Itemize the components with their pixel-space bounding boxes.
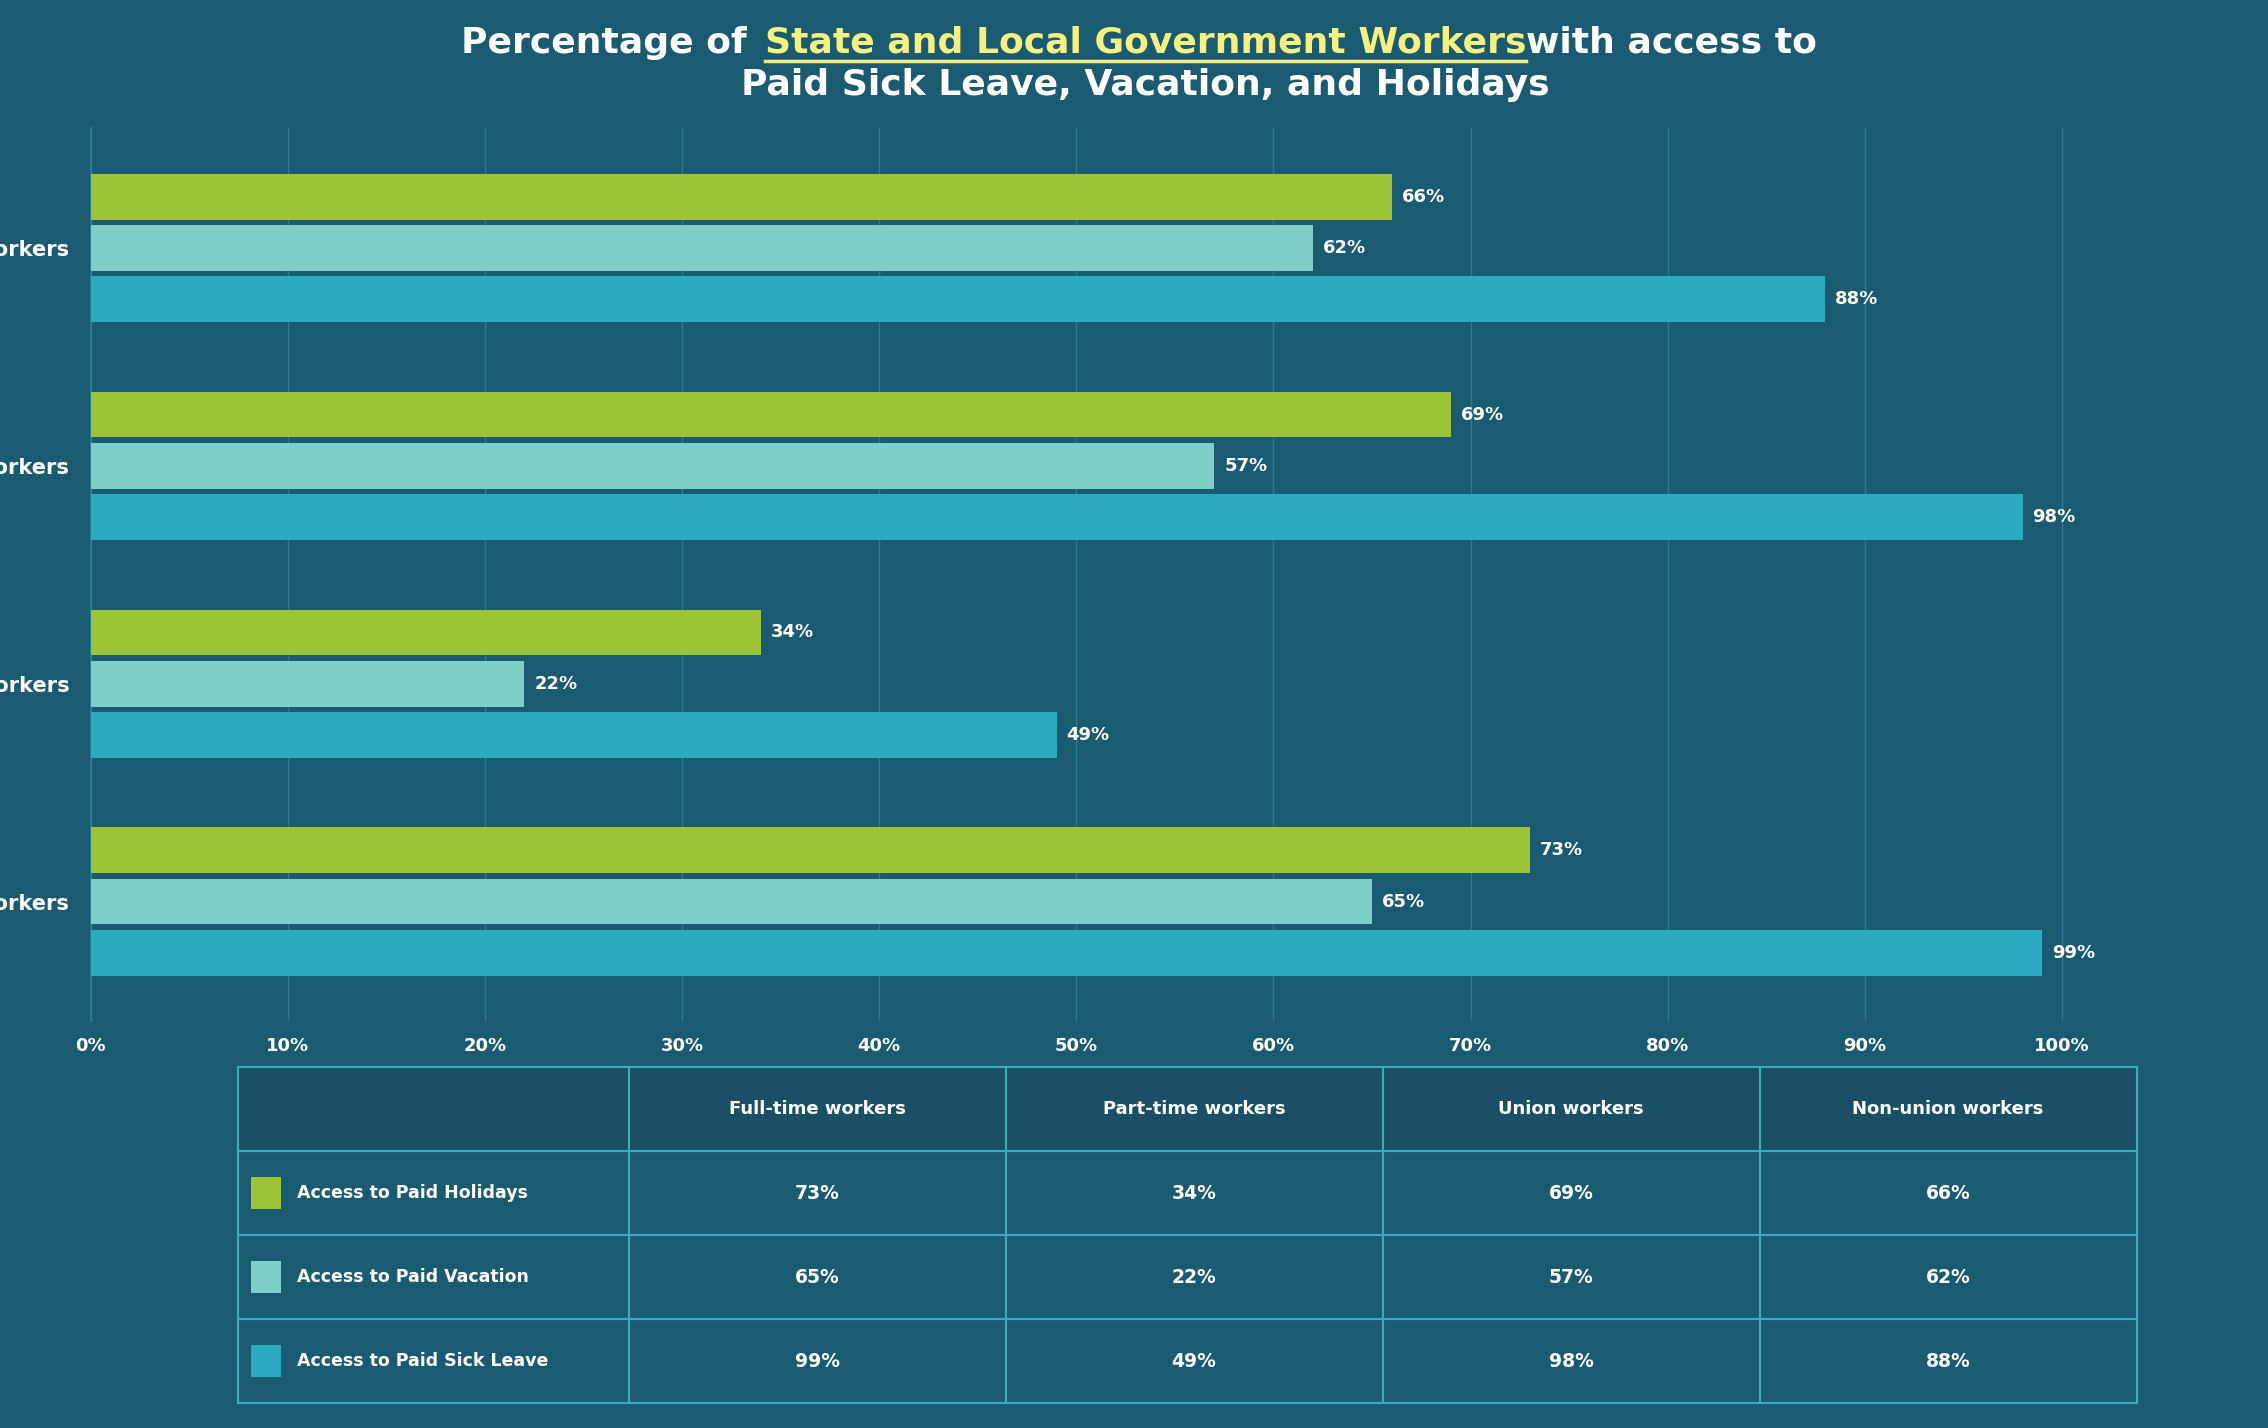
Bar <box>91 276 1826 323</box>
Text: State and Local Government Workers: State and Local Government Workers <box>764 26 1540 60</box>
Text: Access to Paid Vacation: Access to Paid Vacation <box>297 1268 528 1287</box>
Text: Full-time workers: Full-time workers <box>728 1100 905 1118</box>
Text: 49%: 49% <box>1173 1351 1216 1371</box>
Bar <box>91 930 2041 975</box>
Text: 66%: 66% <box>1402 187 1445 206</box>
Text: 88%: 88% <box>1835 290 1878 308</box>
Bar <box>91 494 2023 540</box>
Text: 34%: 34% <box>771 624 814 641</box>
Text: Part-time workers: Part-time workers <box>1102 1100 1286 1118</box>
Text: 22%: 22% <box>1173 1268 1216 1287</box>
Text: 98%: 98% <box>1549 1351 1594 1371</box>
Text: 69%: 69% <box>1549 1184 1594 1202</box>
Text: with access to: with access to <box>1526 26 1817 60</box>
Bar <box>252 1345 281 1377</box>
Text: 88%: 88% <box>1926 1351 1971 1371</box>
Bar <box>252 1261 281 1292</box>
Bar <box>91 827 1529 873</box>
Text: 57%: 57% <box>1549 1268 1594 1287</box>
Text: Access to Paid Sick Leave: Access to Paid Sick Leave <box>297 1352 549 1369</box>
Text: 73%: 73% <box>794 1184 839 1202</box>
Bar <box>91 174 1393 220</box>
Bar <box>91 391 1452 437</box>
Text: 65%: 65% <box>1381 892 1424 911</box>
Text: 49%: 49% <box>1066 725 1109 744</box>
Text: 66%: 66% <box>1926 1184 1971 1202</box>
Text: 62%: 62% <box>1926 1268 1971 1287</box>
Text: Union workers: Union workers <box>1499 1100 1644 1118</box>
Bar <box>91 878 1372 924</box>
Text: 62%: 62% <box>1322 238 1365 257</box>
Text: 69%: 69% <box>1461 406 1504 424</box>
Text: 73%: 73% <box>1540 841 1583 860</box>
Text: 99%: 99% <box>794 1351 839 1371</box>
Text: 65%: 65% <box>794 1268 839 1287</box>
Text: 34%: 34% <box>1173 1184 1216 1202</box>
Text: 99%: 99% <box>2053 944 2096 961</box>
Bar <box>252 1177 281 1210</box>
Bar <box>91 661 524 707</box>
Text: 57%: 57% <box>1225 457 1268 476</box>
Bar <box>91 610 762 655</box>
Text: 98%: 98% <box>2032 508 2075 526</box>
Text: Percentage of: Percentage of <box>460 26 760 60</box>
Text: Non-union workers: Non-union workers <box>1853 1100 2043 1118</box>
Bar <box>91 226 1313 271</box>
Text: Paid Sick Leave, Vacation, and Holidays: Paid Sick Leave, Vacation, and Holidays <box>742 69 1549 103</box>
Text: 22%: 22% <box>535 674 578 693</box>
Bar <box>91 713 1057 758</box>
Text: Access to Paid Holidays: Access to Paid Holidays <box>297 1184 528 1202</box>
Bar <box>91 443 1213 488</box>
